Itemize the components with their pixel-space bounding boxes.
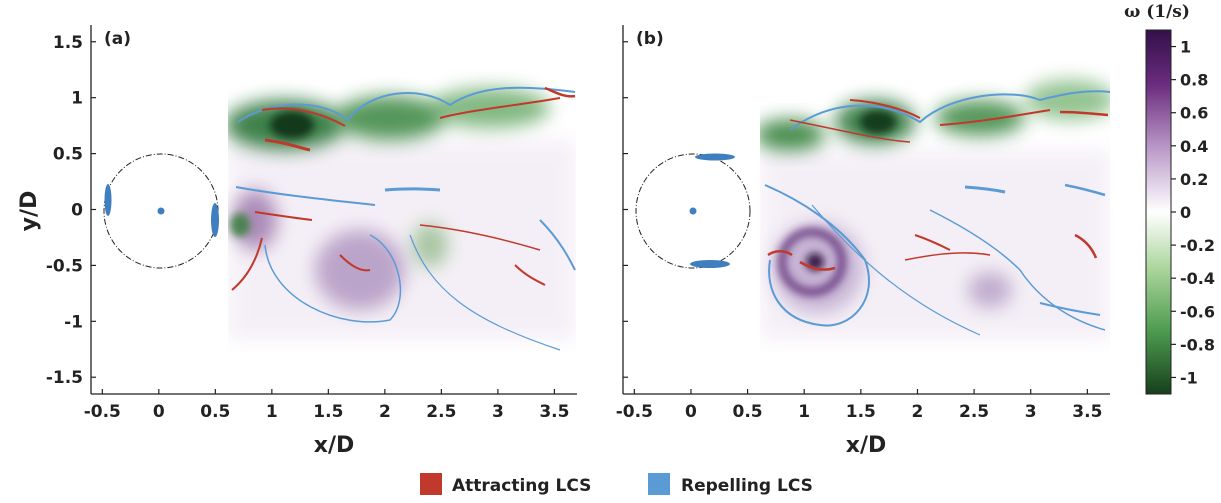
x-tick-label: 2 (379, 402, 391, 422)
colorbar-tick-label: -1 (1180, 368, 1198, 387)
panel-a-lcs (231, 86, 576, 351)
repelling-lcs (237, 86, 576, 123)
panel-b-repelling-blob-bottom (690, 260, 730, 268)
panel-a-ylabel: y/D (17, 191, 42, 232)
x-tick-label: 0 (685, 402, 697, 422)
y-tick-label: 0 (71, 201, 83, 221)
repelling-lcs (539, 219, 576, 271)
panel-a-repelling-blob-left (104, 184, 112, 216)
panel-b-lcs (764, 90, 1110, 336)
y-tick-label: -1.5 (46, 368, 83, 388)
attracting-lcs (939, 109, 1051, 126)
repelling-lcs (929, 209, 1106, 331)
colorbar-tick-label: -0.8 (1180, 335, 1215, 354)
attracting-lcs (419, 224, 541, 251)
repelling-lcs (409, 234, 561, 351)
attracting-lcs (261, 107, 346, 127)
x-tick-label: 2 (912, 402, 924, 422)
legend-label-attracting: Attracting LCS (452, 476, 591, 496)
repelling-lcs (384, 187, 441, 192)
attracting-lcs (1059, 110, 1109, 117)
colorbar-gradient (1145, 29, 1172, 395)
colorbar-tick-label: 1 (1180, 38, 1191, 57)
panel-b-cylinder-center (689, 207, 697, 215)
legend-swatch-attracting (420, 473, 442, 495)
repelling-lcs (964, 185, 1006, 194)
x-tick-label: 0.5 (733, 402, 763, 422)
x-tick-label: 3.5 (1072, 402, 1102, 422)
attracting-lcs (1074, 233, 1098, 259)
attracting-lcs (514, 264, 546, 286)
x-tick-label: 2.5 (959, 402, 989, 422)
y-tick-label: 1 (71, 89, 83, 109)
repelling-lcs (811, 204, 981, 336)
y-tick-label: -0.5 (46, 256, 83, 276)
x-tick-label: 0.5 (200, 402, 230, 422)
x-tick-label: 3.5 (539, 402, 569, 422)
x-tick-label: 1.5 (846, 402, 876, 422)
y-tick-label: 1.5 (53, 33, 83, 53)
legend-label-repelling: Repelling LCS (681, 476, 813, 496)
y-tick-label: 0.5 (53, 145, 83, 165)
repelling-lcs (764, 184, 870, 327)
attracting-lcs (849, 99, 921, 119)
x-tick-label: 0 (153, 402, 165, 422)
repelling-lcs (1039, 302, 1101, 316)
legend: Attracting LCS Repelling LCS (420, 473, 813, 496)
panel-a-xlabel: x/D (314, 433, 355, 458)
attracting-lcs (264, 138, 311, 152)
colorbar-tick-label: 0.8 (1180, 71, 1208, 90)
attracting-lcs (914, 234, 951, 251)
panel-a-cylinder-center (157, 207, 165, 215)
attracting-lcs (339, 254, 371, 272)
x-tick-label: 1.5 (313, 402, 343, 422)
panel-a: -0.5 0 0.5 1 1.5 2 2.5 3 3.5 1.510.50-0.5-1-1.5 … (17, 25, 577, 458)
attracting-lcs (231, 237, 263, 291)
x-tick-label: 2.5 (426, 402, 456, 422)
x-tick-label: 3 (1025, 402, 1037, 422)
panel-b-repelling-blob-top (695, 153, 735, 161)
panel-b: -0.5 0 0.5 1 1.5 2 2.5 3 3.5 (b) x/D (616, 25, 1110, 458)
colorbar-tick-label: 0.6 (1180, 104, 1208, 123)
attracting-lcs (904, 252, 991, 261)
y-tick-label: -1 (64, 312, 83, 332)
attracting-lcs (789, 119, 911, 143)
repelling-lcs (789, 90, 1110, 131)
colorbar-tick-label: -0.2 (1180, 236, 1215, 255)
x-tick-label: 1 (266, 402, 278, 422)
panel-a-repelling-blob-right (211, 203, 219, 237)
x-tick-label: 3 (492, 402, 504, 422)
panel-a-vorticity-field (228, 88, 576, 340)
colorbar-tick-label: -0.4 (1180, 269, 1215, 288)
attracting-lcs (799, 260, 836, 271)
x-tick-label: 1 (798, 402, 810, 422)
attracting-lcs (254, 211, 313, 221)
repelling-lcs (1064, 183, 1106, 197)
x-tick-label: -0.5 (84, 402, 121, 422)
attracting-lcs (439, 97, 561, 119)
colorbar-tick-label: -0.6 (1180, 302, 1215, 321)
x-tick-label: -0.5 (616, 402, 653, 422)
panel-b-xlabel: x/D (846, 433, 887, 458)
colorbar-tick-label: 0.2 (1180, 170, 1208, 189)
colorbar-tick-label: 0 (1180, 203, 1191, 222)
panel-b-label: (b) (636, 29, 664, 49)
colorbar: ω (1/s) 1 0.8 0.6 0.4 0.2 0 -0.2 -0.4 -0.6 -0.8 -1 (1124, 2, 1215, 395)
panel-b-cylinder-outline (635, 153, 751, 269)
repelling-lcs (264, 234, 402, 323)
colorbar-tick-label: 0.4 (1180, 137, 1208, 156)
legend-swatch-repelling (648, 473, 670, 495)
colorbar-title: ω (1/s) (1124, 2, 1190, 22)
attracting-lcs (544, 86, 576, 98)
attracting-lcs (767, 250, 793, 257)
repelling-lcs (235, 186, 376, 206)
panel-a-label: (a) (104, 29, 131, 49)
